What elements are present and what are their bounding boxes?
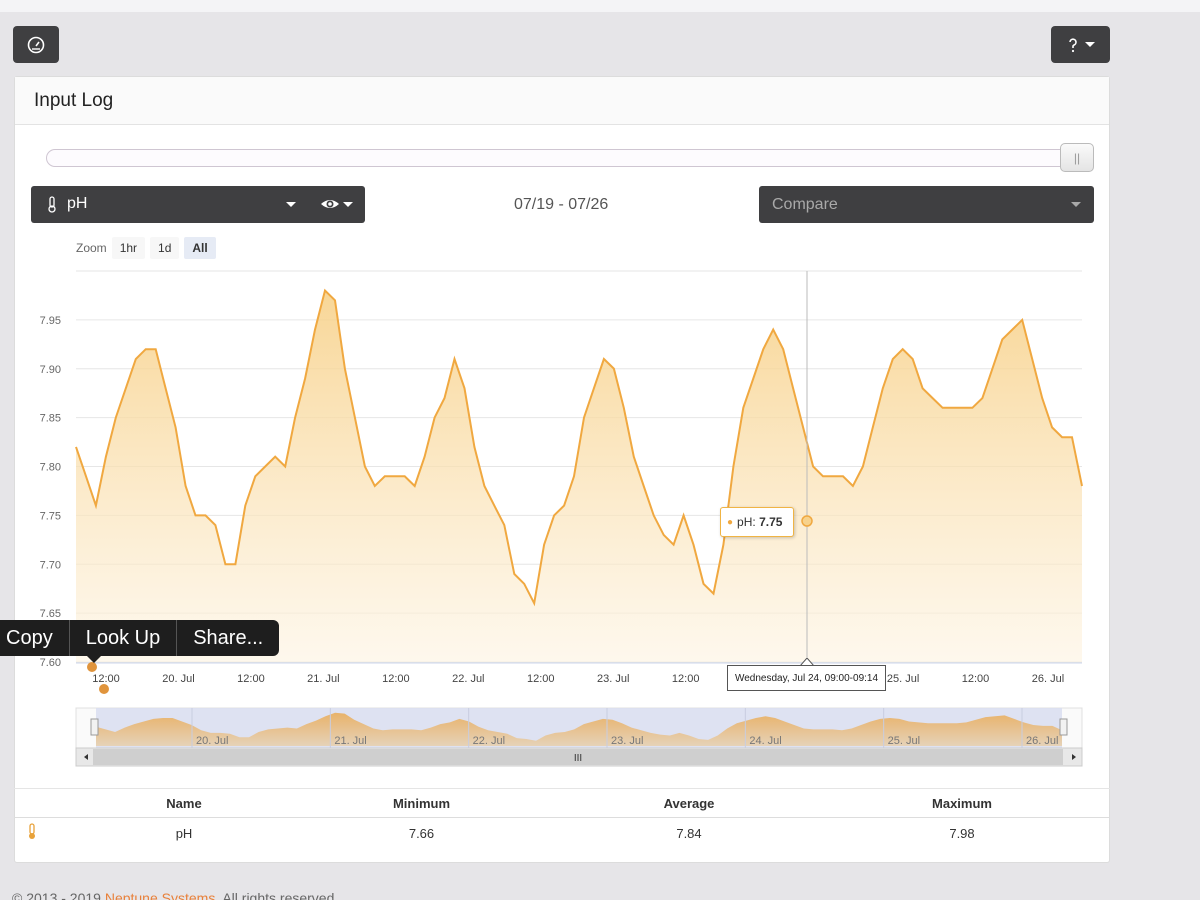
probe-select-value: pH <box>67 195 88 212</box>
y-tick-label: 7.70 <box>40 559 61 571</box>
chevron-down-icon <box>1084 42 1095 47</box>
menu-item-share[interactable]: Share... <box>193 626 264 649</box>
y-tick-label: 7.80 <box>40 462 61 474</box>
navigator-tick-label: 25. Jul <box>888 735 920 747</box>
x-tick-label: 12:00 <box>92 673 120 685</box>
zoom-all-button[interactable]: All <box>184 237 216 259</box>
navigator-handle-right[interactable] <box>1059 718 1068 736</box>
help-menu-button[interactable] <box>1051 26 1110 63</box>
date-range-label: 07/19 - 07/26 <box>514 196 609 213</box>
scroll-right-icon[interactable] <box>1072 754 1076 760</box>
series-dot-icon: ● <box>727 516 734 528</box>
panel-header: Input Log <box>15 77 1109 125</box>
navigator-tick-label: 26. Jul <box>1026 735 1058 747</box>
probe-select[interactable]: pH <box>31 186 365 223</box>
top-strip <box>0 0 1200 12</box>
zoom-controls: Zoom 1hr 1d All <box>76 237 216 259</box>
row-name: pH <box>175 825 193 841</box>
y-tick-label: 7.90 <box>40 364 61 376</box>
compare-select[interactable]: Compare <box>759 186 1094 223</box>
navigator-tick-label: 20. Jul <box>196 735 228 747</box>
slider-handle[interactable]: || <box>1060 143 1094 172</box>
header-minimum: Minimum <box>392 795 451 811</box>
x-tick-label: 23. Jul <box>597 673 629 685</box>
scrollbar-grip-icon: III <box>574 753 582 764</box>
footer: © 2013 - 2019 Neptune Systems. All right… <box>12 890 338 900</box>
crosshair-label: Wednesday, Jul 24, 09:00-09:14 <box>727 665 886 691</box>
scroll-left-icon[interactable] <box>84 754 88 760</box>
hover-point <box>801 515 813 527</box>
compare-placeholder: Compare <box>772 195 838 213</box>
row-average: 7.84 <box>676 825 702 841</box>
y-tick-label: 7.95 <box>40 315 61 327</box>
navigator-tick-label: 21. Jul <box>334 735 366 747</box>
x-tick-label: 12:00 <box>527 673 555 685</box>
tooltip-value: 7.75 <box>759 515 783 529</box>
xtip-arrow <box>800 658 814 666</box>
x-tick-label: 21. Jul <box>307 673 339 685</box>
dashboard-button[interactable] <box>13 26 59 63</box>
navigator-labels: 20. Jul 21. Jul 22. Jul 23. Jul 24. Jul 25. J… <box>191 708 1058 748</box>
navigator-tick-label: 22. Jul <box>473 735 505 747</box>
navigator-tick-label: 23. Jul <box>611 735 643 747</box>
chevron-down-icon <box>1071 202 1081 207</box>
row-minimum: 7.66 <box>408 825 435 841</box>
stats-header-row: Name Minimum Average Maximum <box>14 788 1110 818</box>
chart-tooltip: ● pH: 7.75 <box>720 507 794 537</box>
eye-icon <box>321 200 339 208</box>
navigator-handle-left[interactable] <box>90 718 99 736</box>
stats-table: Name Minimum Average Maximum pH 7.66 7.8… <box>14 788 1110 848</box>
ph-series-line <box>75 288 1083 607</box>
header-average: Average <box>663 795 715 811</box>
chevron-down-icon <box>286 202 296 207</box>
y-tick-label: 7.65 <box>40 608 61 620</box>
zoom-1d-button[interactable]: 1d <box>150 237 180 259</box>
gauge-icon <box>27 36 45 53</box>
visibility-toggle[interactable] <box>320 196 340 217</box>
x-tick-label: 12:00 <box>962 673 990 685</box>
x-tick-label: 12:00 <box>237 673 265 685</box>
menu-item-copy[interactable]: Copy <box>0 620 70 656</box>
ph-chart[interactable]: 7.60 7.65 7.70 7.75 7.80 7.85 7.90 7.95 12:00 20… <box>0 0 1200 780</box>
header-name: Name <box>166 795 202 811</box>
x-tick-label: 25. Jul <box>887 673 919 685</box>
ph-series-area <box>76 290 1082 662</box>
context-menu-arrow <box>86 655 102 663</box>
scrollbar-thumb[interactable] <box>93 749 1063 765</box>
footer-suffix: . All rights reserved. <box>215 890 339 900</box>
y-tick-label: 7.85 <box>40 413 61 425</box>
x-tick-label: 12:00 <box>382 673 410 685</box>
y-axis: 7.60 7.65 7.70 7.75 7.80 7.85 7.90 7.95 <box>40 315 61 669</box>
row-maximum: 7.98 <box>949 825 975 841</box>
zoom-1hr-button[interactable]: 1hr <box>111 237 146 259</box>
header-maximum: Maximum <box>932 795 992 811</box>
x-axis: 12:00 20. Jul 12:00 21. Jul 12:00 22. Jul 12:0… <box>92 673 1064 685</box>
selection-handle[interactable] <box>87 662 97 672</box>
context-menu: Copy Look Up Share... <box>0 620 280 656</box>
x-tick-label: 22. Jul <box>452 673 484 685</box>
x-tick-label: 26. Jul <box>1032 673 1064 685</box>
thermometer-icon <box>14 823 89 843</box>
y-tick-label: 7.75 <box>40 510 61 522</box>
selection-handle[interactable] <box>99 684 109 694</box>
footer-brand-link[interactable]: Neptune Systems <box>104 890 216 900</box>
thermometer-icon <box>47 196 57 218</box>
footer-prefix: © 2013 - 2019 <box>12 890 105 900</box>
x-tick-label: 20. Jul <box>162 673 194 685</box>
zoom-label: Zoom <box>76 241 107 255</box>
y-tick-label: 7.60 <box>40 657 61 669</box>
navigator-series <box>96 712 1062 746</box>
help-icon <box>1068 37 1077 52</box>
panel-title: Input Log <box>34 89 114 111</box>
table-row: pH 7.66 7.84 7.98 <box>14 818 1110 848</box>
x-tick-label: 12:00 <box>672 673 700 685</box>
menu-item-look-up[interactable]: Look Up <box>70 620 178 656</box>
tooltip-label: pH: <box>737 515 756 529</box>
navigator-tick-label: 24. Jul <box>749 735 781 747</box>
chevron-down-icon <box>343 202 353 207</box>
